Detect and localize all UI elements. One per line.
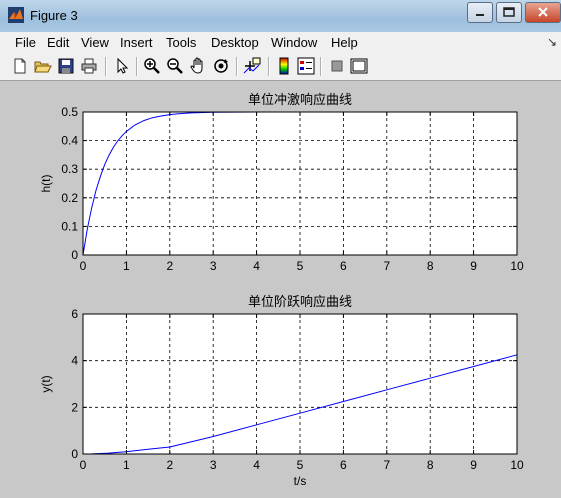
save-icon[interactable] bbox=[57, 57, 75, 75]
plot2-x-tick-label: 9 bbox=[470, 458, 477, 472]
plot1-y-tick-label: 0 bbox=[71, 248, 78, 262]
pointer-icon[interactable] bbox=[113, 57, 131, 75]
menu-help[interactable]: Help bbox=[331, 35, 358, 50]
title-bar: Figure 3 bbox=[0, 0, 561, 33]
plot1-x-tick-label: 0 bbox=[80, 259, 87, 273]
plot1-x-tick-label: 3 bbox=[210, 259, 217, 273]
plot1-x-tick-label: 9 bbox=[470, 259, 477, 273]
menu-tools[interactable]: Tools bbox=[166, 35, 197, 50]
plot1-axes-background[interactable] bbox=[83, 112, 517, 255]
menu-desktop[interactable]: Desktop bbox=[211, 35, 259, 50]
close-icon bbox=[538, 7, 548, 17]
plot1-x-tick-label: 4 bbox=[253, 259, 260, 273]
colorbar-icon[interactable] bbox=[275, 57, 293, 75]
dock-arrow-icon[interactable]: ↘ bbox=[546, 35, 557, 49]
figure-canvas: 0 1 2 3 4 5 6 7 8 9 10 0 0.1 0.2 0.3 0.4 0.5 单位冲激响应曲线 h(t)… bbox=[0, 81, 561, 494]
plot2-x-tick-label: 10 bbox=[510, 458, 524, 472]
open-folder-icon[interactable] bbox=[34, 57, 52, 75]
plot2-y-tick-label: 2 bbox=[71, 400, 78, 414]
plot2-y-tick-label: 0 bbox=[71, 447, 78, 461]
plot2-y-tick-label: 4 bbox=[71, 354, 78, 368]
plot1-y-tick-label: 0.4 bbox=[61, 134, 78, 148]
data-cursor-icon[interactable] bbox=[243, 57, 261, 75]
plot2-x-tick-label: 5 bbox=[297, 458, 304, 472]
menu-window[interactable]: Window bbox=[271, 35, 318, 50]
hide-plot-tools-icon[interactable] bbox=[328, 57, 346, 75]
plot1-x-tick-label: 2 bbox=[166, 259, 173, 273]
matlab-logo-icon bbox=[8, 7, 24, 23]
menu-bar: File Edit View Insert Tools Desktop Wind… bbox=[0, 32, 561, 54]
plot2-xlabel: t/s bbox=[294, 474, 307, 488]
plot1-x-tick-label: 8 bbox=[427, 259, 434, 273]
zoom-out-icon[interactable] bbox=[166, 57, 184, 75]
minimize-icon bbox=[476, 14, 484, 16]
plot1-ylabel: h(t) bbox=[39, 174, 53, 192]
plot1-x-tick-label: 5 bbox=[297, 259, 304, 273]
menu-view[interactable]: View bbox=[81, 35, 109, 50]
maximize-icon bbox=[503, 7, 515, 17]
rotate-3d-icon[interactable] bbox=[212, 57, 230, 75]
plot2-x-tick-label: 1 bbox=[123, 458, 130, 472]
menu-insert[interactable]: Insert bbox=[120, 35, 153, 50]
maximize-button[interactable] bbox=[496, 2, 522, 23]
plot1-title: 单位冲激响应曲线 bbox=[248, 92, 352, 107]
plot2-y-tick-label: 6 bbox=[71, 307, 78, 321]
window-title: Figure 3 bbox=[30, 8, 78, 23]
print-icon[interactable] bbox=[80, 57, 98, 75]
plot1-x-tick-label: 7 bbox=[383, 259, 390, 273]
menu-edit[interactable]: Edit bbox=[47, 35, 70, 50]
menu-file[interactable]: File bbox=[15, 35, 36, 50]
plot2-x-tick-label: 0 bbox=[80, 458, 87, 472]
plot2-x-tick-label: 4 bbox=[253, 458, 260, 472]
plot2-x-tick-label: 2 bbox=[166, 458, 173, 472]
zoom-in-icon[interactable] bbox=[143, 57, 161, 75]
pan-hand-icon[interactable] bbox=[189, 57, 207, 75]
minimize-button[interactable] bbox=[467, 2, 493, 23]
toolbar bbox=[0, 53, 561, 81]
plot2-x-tick-label: 8 bbox=[427, 458, 434, 472]
plot2-x-tick-label: 6 bbox=[340, 458, 347, 472]
plot1-y-tick-label: 0.2 bbox=[61, 191, 78, 205]
plot1-x-tick-label: 6 bbox=[340, 259, 347, 273]
plot1-x-tick-label: 10 bbox=[510, 259, 524, 273]
new-file-icon[interactable] bbox=[11, 57, 29, 75]
plot1-y-tick-label: 0.1 bbox=[61, 219, 78, 233]
plots-svg: 0 1 2 3 4 5 6 7 8 9 1000.10.20.30.40.5单位冲激响应曲线h(t)… bbox=[39, 92, 524, 488]
plot1-x-tick-label: 1 bbox=[123, 259, 130, 273]
close-button[interactable] bbox=[525, 2, 561, 23]
legend-icon[interactable] bbox=[297, 57, 315, 75]
plot2-x-tick-label: 3 bbox=[210, 458, 217, 472]
plot1-y-tick-label: 0.3 bbox=[61, 162, 78, 176]
plot2-title: 单位阶跃响应曲线 bbox=[248, 294, 352, 309]
plot2-x-tick-label: 7 bbox=[383, 458, 390, 472]
plot2-ylabel: y(t) bbox=[39, 375, 53, 392]
show-plot-tools-icon[interactable] bbox=[350, 57, 368, 75]
plot2-series-line bbox=[82, 354, 518, 455]
plot1-y-tick-label: 0.5 bbox=[61, 105, 78, 119]
